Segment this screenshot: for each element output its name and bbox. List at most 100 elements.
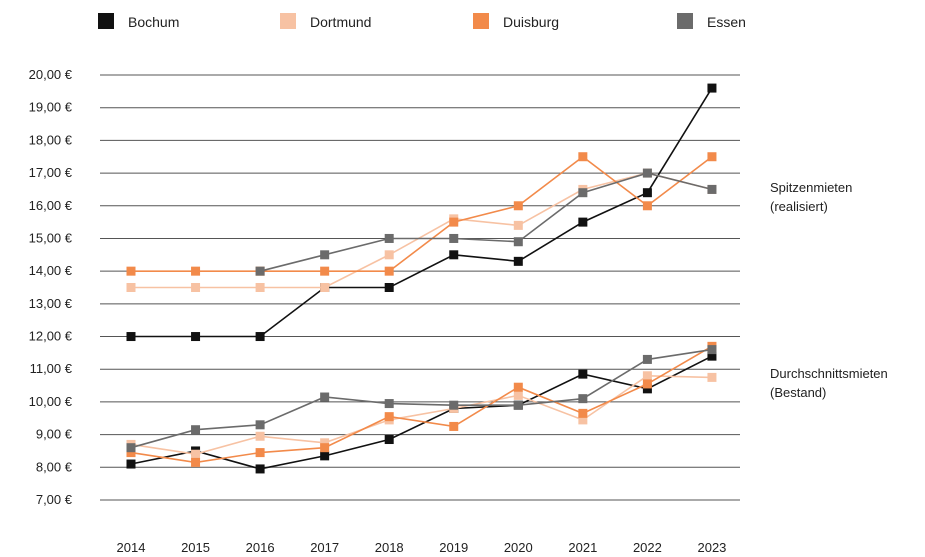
legend-swatch	[473, 13, 489, 29]
data-point	[513, 256, 523, 266]
y-tick-label: 12,00 €	[29, 329, 73, 344]
data-point	[707, 184, 717, 194]
y-tick-label: 10,00 €	[29, 394, 73, 409]
series-line	[130, 374, 712, 456]
data-point	[384, 250, 394, 260]
y-tick-label: 18,00 €	[29, 132, 73, 147]
y-tick-label: 14,00 €	[29, 263, 73, 278]
x-tick-label: 2017	[310, 540, 339, 555]
annotation: Durchschnittsmieten (Bestand)	[770, 366, 888, 400]
data-point	[255, 266, 265, 276]
data-point	[384, 399, 394, 409]
x-tick-label: 2016	[246, 540, 275, 555]
y-axis-tick-labels: 7,00 € 8,00 € 9,00 € 10,00 € 11,00 € 12,00 € 1…	[29, 67, 73, 507]
series-line	[130, 355, 713, 470]
annotation-line: Spitzenmieten	[770, 180, 852, 195]
data-point	[191, 457, 201, 467]
data-point	[449, 233, 459, 243]
legend-label: Dortmund	[310, 14, 371, 30]
data-point	[578, 217, 588, 227]
series-line	[130, 345, 713, 464]
data-point	[642, 379, 652, 389]
x-tick-label: 2018	[375, 540, 404, 555]
data-point	[320, 250, 330, 260]
data-point	[126, 443, 136, 453]
legend: Bochum Dortmund Duisburg Essen	[98, 13, 746, 30]
y-tick-label: 11,00 €	[30, 361, 73, 376]
data-point	[578, 415, 588, 425]
data-point	[255, 431, 265, 441]
data-point	[320, 266, 330, 276]
y-tick-label: 9,00 €	[36, 427, 73, 442]
data-point	[707, 83, 717, 93]
data-point	[320, 283, 330, 292]
data-point	[513, 237, 523, 247]
data-point	[320, 443, 330, 453]
data-point	[320, 392, 330, 402]
data-point	[707, 345, 717, 355]
data-point	[126, 283, 136, 292]
data-point	[707, 351, 717, 361]
series-bochum-durchschnittsmieten	[126, 351, 717, 474]
series-essen-spitzenmieten	[255, 168, 717, 276]
data-point	[513, 201, 523, 211]
data-point	[255, 464, 265, 474]
y-tick-label: 7,00 €	[36, 492, 73, 507]
y-tick-label: 19,00 €	[29, 100, 73, 115]
data-point	[384, 266, 394, 276]
data-point	[320, 438, 330, 448]
x-tick-label: 2021	[568, 540, 597, 555]
series-duisburg-durchschnittsmieten	[126, 341, 717, 467]
series-lines	[126, 83, 717, 474]
legend-swatch	[677, 13, 693, 29]
series-line	[131, 155, 713, 273]
data-point	[642, 371, 652, 381]
x-tick-label: 2023	[697, 540, 726, 555]
series-bochum-spitzenmieten	[126, 83, 717, 342]
legend-item-dortmund: Dortmund	[280, 13, 371, 30]
x-tick-label: 2019	[439, 540, 468, 555]
legend-label: Essen	[707, 14, 746, 30]
group-annotations: Spitzenmieten (realisiert) Durchschnittsmi…	[770, 180, 888, 400]
data-point	[255, 448, 265, 458]
data-point	[255, 332, 265, 342]
data-point	[642, 384, 652, 394]
data-point	[191, 266, 201, 276]
legend-item-duisburg: Duisburg	[473, 13, 559, 30]
annotation-line: Durchschnittsmieten	[770, 366, 888, 381]
annotation-line: (realisiert)	[770, 199, 828, 214]
x-tick-label: 2015	[181, 540, 210, 555]
data-point	[707, 372, 717, 382]
data-point	[642, 168, 652, 178]
data-point	[642, 201, 652, 211]
data-point	[191, 449, 201, 459]
data-point	[384, 412, 394, 422]
data-point	[513, 382, 523, 392]
data-point	[513, 400, 523, 410]
legend-item-essen: Essen	[677, 13, 746, 30]
x-tick-label: 2022	[633, 540, 662, 555]
y-tick-label: 8,00 €	[36, 459, 73, 474]
series-line	[131, 87, 713, 338]
data-point	[126, 459, 136, 469]
y-tick-label: 17,00 €	[29, 165, 73, 180]
legend-swatch	[280, 13, 296, 29]
x-axis-tick-labels: 2014 2015 2016 2017 2018 2019 2020 2021 2022 2023	[117, 540, 727, 555]
series-dortmund-spitzenmieten	[126, 168, 717, 292]
data-point	[126, 332, 136, 342]
x-tick-label: 2014	[117, 540, 146, 555]
legend-label: Duisburg	[503, 14, 559, 30]
data-point	[384, 283, 394, 292]
y-tick-label: 20,00 €	[29, 67, 73, 82]
data-point	[578, 188, 588, 198]
data-point	[642, 354, 652, 364]
data-point	[191, 425, 201, 435]
series-essen-durchschnittsmieten	[126, 345, 717, 453]
legend-label: Bochum	[128, 14, 179, 30]
data-point	[126, 448, 136, 458]
data-point	[255, 283, 265, 292]
data-point	[449, 421, 459, 431]
data-point	[384, 435, 394, 445]
data-point	[578, 394, 588, 404]
